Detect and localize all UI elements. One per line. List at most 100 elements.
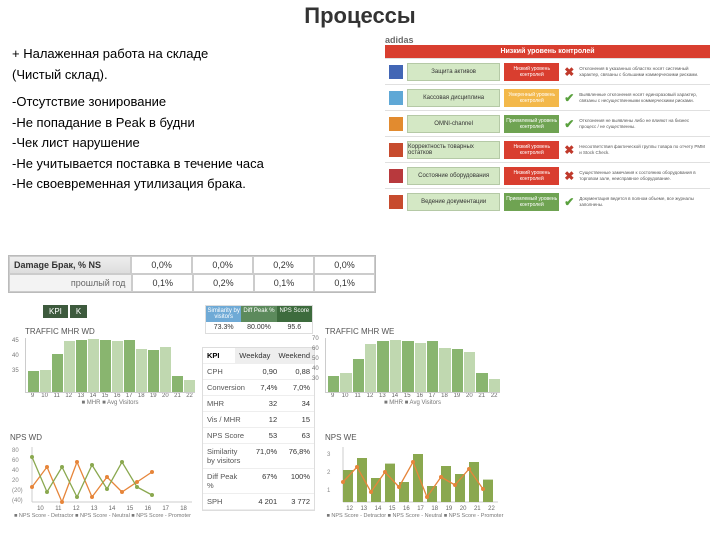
xtick: 18	[439, 393, 450, 399]
risk-icon	[389, 169, 403, 183]
chart-legend: ■ MHR ■ Avg Visitors	[325, 400, 500, 406]
risk-table: Низкий уровень контролей Защита активов …	[385, 45, 710, 214]
xtick: 11	[352, 393, 363, 399]
risk-desc: Документация ведется в полном объеме, вс…	[576, 194, 710, 209]
kpi-tags: KPI K	[43, 305, 87, 318]
page-title: Процессы	[0, 3, 720, 29]
kpi-head: Weekend	[274, 348, 314, 363]
kpi-row: Conversion7,4%7,0%	[203, 380, 314, 396]
chart-title: NPS WE	[325, 433, 505, 442]
svg-text:1: 1	[327, 488, 331, 494]
xtick: 16	[112, 393, 123, 399]
kpi-val: 32	[248, 396, 281, 411]
bar	[88, 339, 99, 392]
svg-text:20: 20	[12, 478, 19, 484]
dashboard: KPI K Similarity by visitors Diff Peak %…	[5, 303, 715, 543]
kpi-row: SPH4 2013 772	[203, 494, 314, 510]
risk-icon	[389, 91, 403, 105]
dmg-cell: 0,1%	[314, 274, 375, 292]
xtick: 16	[400, 506, 413, 512]
kpi-row: Diff Peak %67%100%	[203, 469, 314, 494]
kpi-row: Similarity by visitors71,0%76,8%	[203, 444, 314, 469]
bar	[148, 350, 159, 392]
plus-line-1: + Налаженная работа на складе	[12, 44, 372, 64]
xtick: 22	[488, 393, 499, 399]
ytick: 60	[312, 346, 319, 352]
bar	[124, 340, 135, 392]
kpi-val: 53	[248, 428, 281, 443]
kpi-head: Weekday	[235, 348, 274, 363]
risk-label: Корректность товарных остатков	[407, 141, 500, 159]
xtick: 19	[148, 393, 159, 399]
nps-wd-svg: 80 60 40 20 (20) (40)	[10, 444, 195, 506]
mini-summary-table: Similarity by visitors Diff Peak % NPS S…	[205, 305, 313, 334]
xtick: 20	[160, 393, 171, 399]
xtick: 22	[184, 393, 195, 399]
risk-label: Состояние оборудования	[407, 167, 500, 185]
chart-legend: ■ NPS Score - Detractor ■ NPS Score - Ne…	[325, 513, 505, 519]
ytick: 70	[312, 336, 319, 342]
chart-title: TRAFFIC MHR WD	[25, 327, 195, 336]
kpi-key: CPH	[203, 364, 248, 379]
xtick: 21	[471, 506, 484, 512]
risk-desc: Отклонения не выявлены либо не влияют на…	[576, 116, 710, 131]
svg-text:2: 2	[327, 470, 331, 476]
risk-status: Низкий уровень контролей	[504, 141, 559, 159]
risk-header: Низкий уровень контролей	[385, 45, 710, 58]
xtick: 15	[121, 506, 138, 512]
kpi-key: MHR	[203, 396, 248, 411]
bar	[402, 341, 413, 392]
bar	[427, 341, 438, 392]
bar	[340, 373, 351, 392]
xtick: 12	[68, 506, 85, 512]
bar	[52, 354, 63, 393]
svg-text:(20): (20)	[12, 488, 23, 494]
xtick: 12	[364, 393, 375, 399]
xtick: 9	[327, 393, 338, 399]
svg-text:60: 60	[12, 458, 19, 464]
damage-table: Damage Брак, % NS 0,0% 0,0% 0,2% 0,0% пр…	[8, 255, 376, 293]
bar	[40, 370, 51, 392]
xtick: 13	[377, 393, 388, 399]
bar	[353, 359, 364, 392]
mini-hdr: NPS Score	[277, 306, 312, 322]
bar	[76, 340, 87, 392]
bar	[476, 373, 487, 392]
kpi-val: 63	[281, 428, 314, 443]
xtick: 21	[476, 393, 487, 399]
bar	[172, 376, 183, 393]
risk-icon	[389, 117, 403, 131]
ytick: 30	[312, 376, 319, 382]
risk-desc: Отклонения в указанных областях носят си…	[576, 64, 710, 79]
ytick: 35	[12, 368, 19, 374]
dmg-cell: 0,0%	[192, 256, 253, 274]
xtick: 19	[451, 393, 462, 399]
kpi-key: NPS Score	[203, 428, 248, 443]
damage-label: Damage Брак, % NS	[9, 256, 131, 274]
nps-wd-chart: NPS WD 80 60 40 20 (20) (40) 10111213141…	[10, 433, 195, 519]
bar	[100, 340, 111, 392]
xtick: 12	[63, 393, 74, 399]
bar	[464, 352, 475, 392]
xtick: 13	[357, 506, 370, 512]
kpi-tag: KPI	[43, 305, 68, 318]
risk-row: Защита активов Низкий уровень контролей …	[385, 58, 710, 84]
mini-hdr: Similarity by visitors	[206, 306, 241, 322]
xtick: 16	[139, 506, 156, 512]
xtick: 14	[104, 506, 121, 512]
xtick: 14	[87, 393, 98, 399]
xtick: 10	[39, 393, 50, 399]
nps-we-chart: NPS WE 3 2 1 1213141516171819202122 ■ NP…	[325, 433, 505, 519]
risk-label: OMNI-channel	[407, 115, 500, 133]
dmg-cell: 0,0%	[314, 256, 375, 274]
xtick: 13	[86, 506, 103, 512]
kpi-head: KPI	[203, 348, 235, 363]
kpi-val: 4 201	[248, 494, 281, 509]
minus-line-5: -Не своевременная утилизация брака.	[12, 174, 372, 194]
risk-desc: Существенные замечания к состоянию обору…	[576, 168, 710, 183]
svg-text:40: 40	[12, 468, 19, 474]
minus-line-1: -Отсутствие зонирование	[12, 92, 372, 112]
risk-row: OMNI-channel Приемлемый уровень контроле…	[385, 110, 710, 136]
risk-mark-icon: ✖	[562, 169, 576, 183]
bar	[160, 347, 171, 392]
